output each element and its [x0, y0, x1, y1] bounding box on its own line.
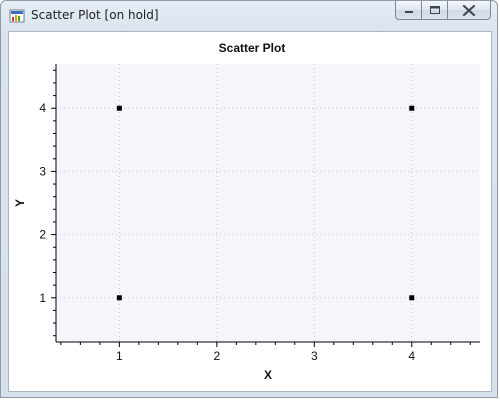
minimize-button[interactable]: [395, 1, 421, 20]
chart-area: Scatter Plot 1 2 3 4 1 2 3 4 X Y: [8, 31, 492, 392]
data-point: [409, 295, 415, 301]
data-point: [409, 105, 415, 111]
axes: [55, 64, 480, 343]
y-tick-label: 2: [39, 228, 46, 242]
y-tick-label: 1: [39, 291, 46, 305]
data-point: [116, 105, 122, 111]
x-tick-label: 1: [116, 349, 123, 363]
minimize-icon: [404, 11, 413, 13]
maximize-button[interactable]: [421, 1, 447, 20]
y-tick-label: 4: [39, 101, 46, 115]
y-axis-label: Y: [13, 199, 27, 207]
window-title: Scatter Plot [on hold]: [31, 8, 159, 22]
chart-app-icon[interactable]: [9, 8, 25, 24]
y-tick-label: 3: [39, 164, 46, 178]
chart-title: Scatter Plot: [219, 41, 286, 55]
tick-labels: 1 2 3 4 1 2 3 4: [39, 101, 415, 363]
axis-ticks: [51, 69, 471, 347]
close-icon: [462, 4, 476, 16]
title-bar[interactable]: Scatter Plot [on hold]: [1, 1, 497, 31]
maximize-icon: [429, 6, 440, 14]
x-tick-label: 4: [408, 349, 415, 363]
data-points: [116, 105, 415, 301]
scatter-chart: Scatter Plot 1 2 3 4 1 2 3 4 X Y: [13, 41, 480, 382]
x-tick-label: 3: [311, 349, 318, 363]
grid-lines: [56, 64, 480, 342]
close-button[interactable]: [447, 1, 491, 20]
x-axis-label: X: [264, 368, 272, 382]
x-tick-label: 2: [213, 349, 220, 363]
caption-buttons: [395, 1, 491, 21]
data-point: [116, 295, 122, 301]
